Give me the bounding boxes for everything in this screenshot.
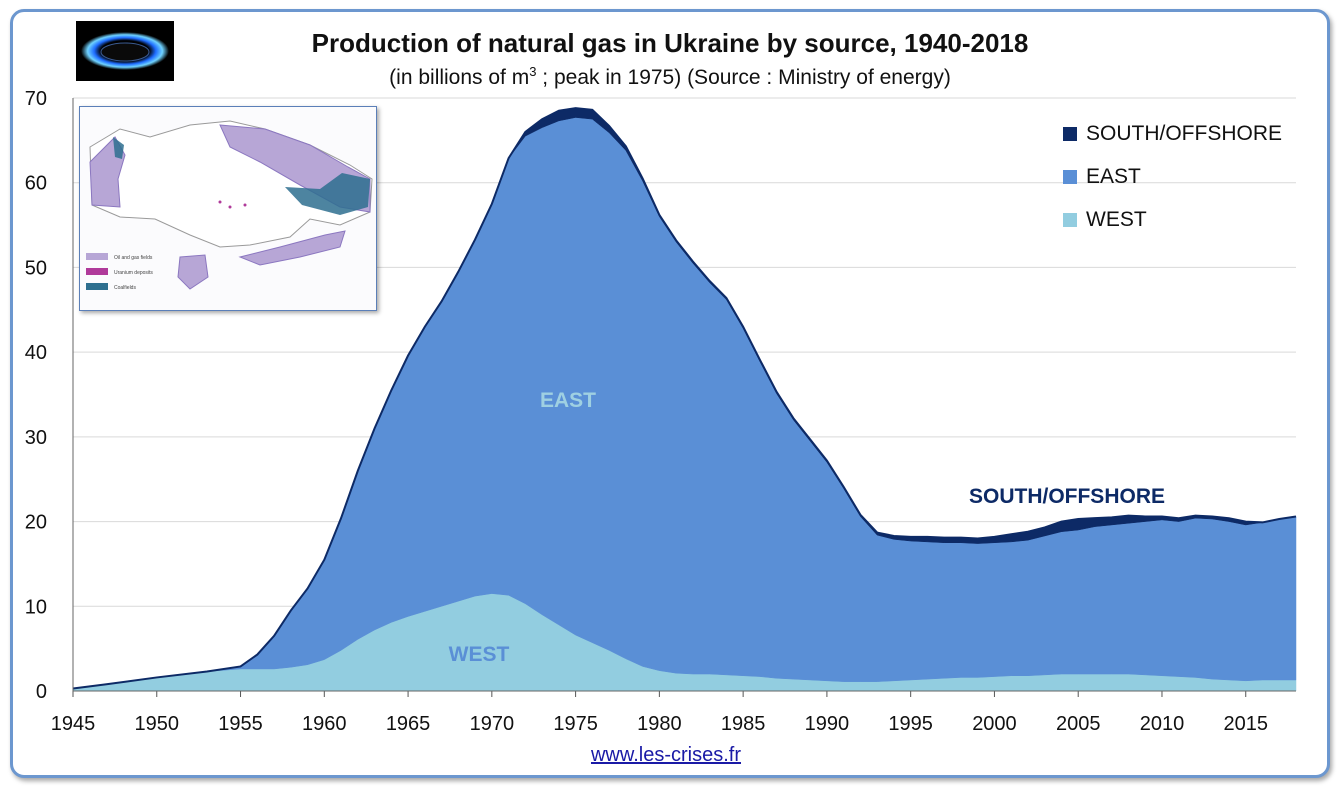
- x-tick-label: 2015: [1223, 713, 1268, 735]
- inset-legend-coal: Coalfields: [114, 285, 136, 291]
- area-series: [72, 107, 1297, 692]
- annotation-west: WEST: [449, 643, 510, 666]
- series-annotations: EAST WEST SOUTH/OFFSHORE: [449, 389, 1165, 666]
- legend-swatch-east: [1063, 169, 1077, 184]
- legend-item-west: WEST: [1063, 198, 1282, 241]
- gas-burner-icon: [76, 21, 174, 81]
- y-tick-label: 40: [25, 342, 47, 364]
- x-tick-label: 1985: [721, 713, 766, 735]
- x-tick-label: 1965: [386, 713, 431, 735]
- x-tick-label: 1975: [553, 713, 598, 735]
- y-tick-label: 30: [25, 427, 47, 449]
- axes: [72, 98, 1296, 697]
- y-tick-label: 50: [25, 257, 47, 279]
- y-tick-label: 0: [36, 681, 47, 703]
- chart-subtitle: (in billions of m3 ; peak in 1975) (Sour…: [170, 64, 1170, 90]
- chart-title: Production of natural gas in Ukraine by …: [311, 28, 1029, 58]
- legend-swatch-south: [1063, 126, 1077, 141]
- y-tick-label: 10: [25, 596, 47, 618]
- annotation-east: EAST: [540, 389, 596, 412]
- y-tick-label: 70: [25, 88, 47, 110]
- x-tick-label: 1955: [218, 713, 263, 735]
- legend-label-west: WEST: [1086, 207, 1147, 231]
- y-tick-label: 20: [25, 512, 47, 534]
- x-tick-label: 1980: [637, 713, 682, 735]
- area-top-outline: [72, 107, 1297, 690]
- legend-item-south: SOUTH/OFFSHORE: [1063, 112, 1282, 155]
- x-tick-label: 1945: [51, 713, 96, 735]
- inset-legend-oil-gas: Oil and gas fields: [114, 255, 153, 261]
- inset-map: Oil and gas fields Uranium deposits Coal…: [79, 106, 377, 311]
- x-tick-label: 1995: [888, 713, 933, 735]
- y-tick-label: 60: [25, 173, 47, 195]
- x-tick-label: 2000: [972, 713, 1017, 735]
- tick-labels: 0 10 20 30 40 50 60 70 1945 1950 1955 1960 1965 1970 1…: [25, 88, 1268, 735]
- x-tick-label: 1950: [135, 713, 180, 735]
- x-tick-label: 1960: [302, 713, 347, 735]
- legend: SOUTH/OFFSHORE EAST WEST: [1063, 112, 1282, 241]
- x-tick-label: 1970: [470, 713, 515, 735]
- legend-swatch-west: [1063, 212, 1077, 227]
- legend-label-south: SOUTH/OFFSHORE: [1086, 121, 1283, 145]
- source-link[interactable]: www.les-crises.fr: [590, 744, 741, 766]
- legend-item-east: EAST: [1063, 155, 1282, 198]
- x-tick-label: 2005: [1056, 713, 1101, 735]
- inset-legend-uranium: Uranium deposits: [114, 270, 153, 276]
- x-tick-label: 2010: [1140, 713, 1185, 735]
- subtitle-sup: 3: [529, 64, 537, 79]
- x-tick-label: 1990: [805, 713, 850, 735]
- legend-label-east: EAST: [1086, 164, 1141, 188]
- annotation-south-offshore: SOUTH/OFFSHORE: [969, 485, 1165, 508]
- subtitle-post: ; peak in 1975) (Source : Ministry of en…: [536, 66, 951, 89]
- subtitle-pre: (in billions of m: [389, 66, 530, 89]
